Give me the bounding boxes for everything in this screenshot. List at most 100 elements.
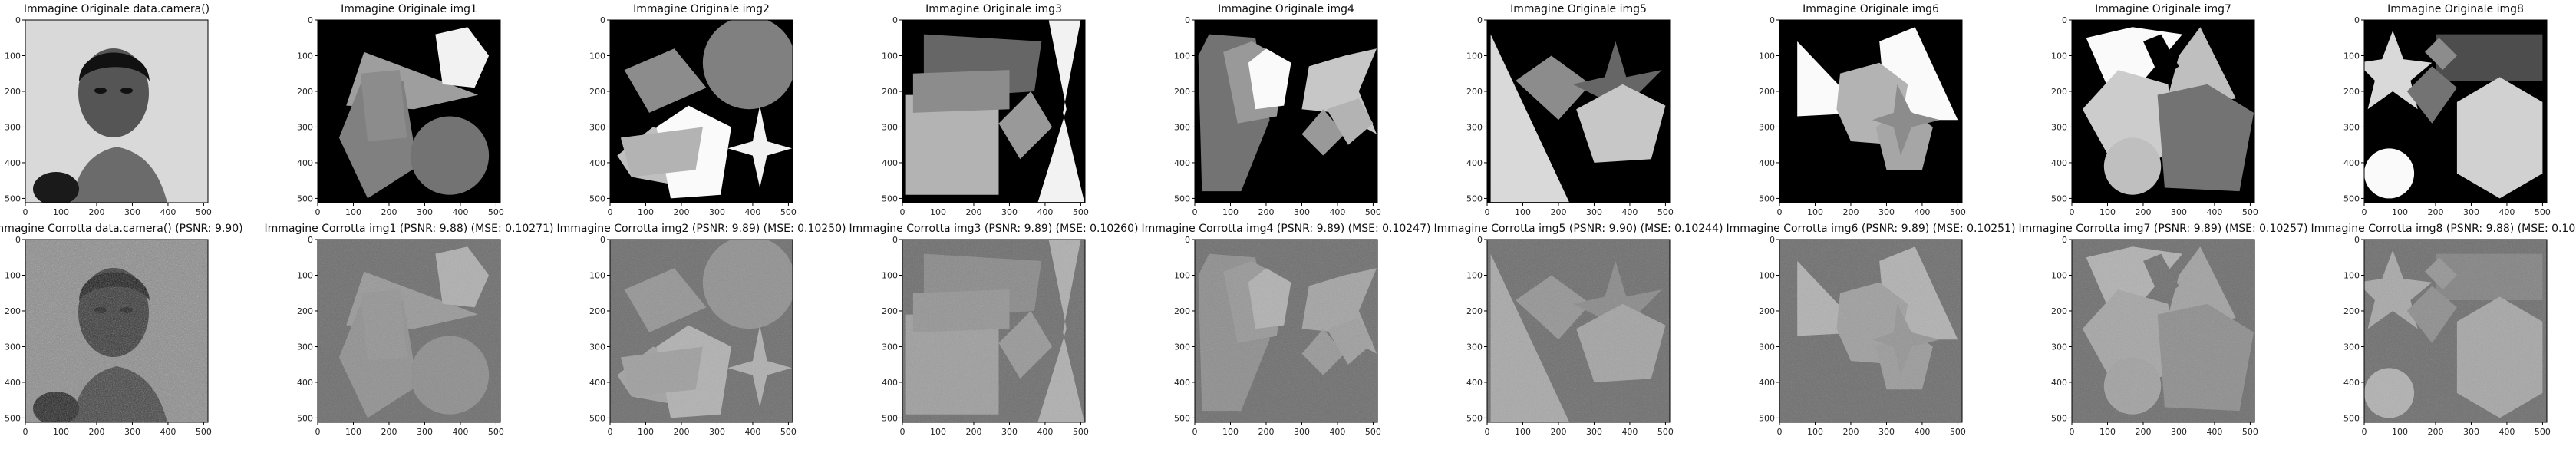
- image-axes: 0 0 100 100 200 200 300 300 400 400 500 500: [2343, 15, 2551, 217]
- x-tick-label: 200: [673, 427, 689, 437]
- photo-shoulders: [71, 147, 167, 203]
- shape-4: [2157, 84, 2254, 192]
- panel-title: Immagine Originale img5: [1510, 3, 1647, 15]
- x-tick-label: 400: [1914, 427, 1930, 437]
- x-tick-label: 300: [709, 427, 725, 437]
- shape-5: [2456, 77, 2543, 199]
- noise-overlay: [2072, 240, 2254, 422]
- axes-frame: [2363, 239, 2548, 423]
- y-tick-label: 300: [589, 342, 605, 352]
- panel-title: Immagine Corrotta img6 (PSNR: 9.89) (MSE…: [1726, 223, 2016, 235]
- y-tick-label: 200: [2051, 87, 2067, 97]
- y-tick-label: 100: [882, 51, 898, 61]
- panel-corrupted-img1: Immagine Corrotta img1 (PSNR: 9.88) (MSE…: [265, 223, 554, 445]
- y-tick-label: 200: [5, 306, 21, 316]
- y-tick-label: 400: [882, 158, 898, 168]
- y-tick-label: 200: [1174, 306, 1190, 316]
- y-tick-label: 400: [589, 378, 605, 388]
- x-tick-label: 100: [930, 207, 946, 217]
- y-tick-label: 100: [1759, 270, 1775, 280]
- axes: 0 0 100 100 200 200 300 300 400 400 500 500: [2343, 235, 2551, 437]
- x-tick-label: 400: [1621, 427, 1638, 437]
- y-tick-label: 100: [1466, 270, 1483, 280]
- shape-6: [2143, 34, 2179, 81]
- x-tick-label: 0: [1192, 427, 1198, 437]
- x-tick-label: 500: [780, 207, 797, 217]
- x-tick-label: 300: [1001, 207, 1018, 217]
- shape-2: [2436, 34, 2543, 81]
- panel-title: Immagine Corrotta img7 (PSNR: 9.89) (MSE…: [2018, 223, 2308, 235]
- x-tick-label: 400: [744, 427, 760, 437]
- shape-1: [2364, 30, 2433, 110]
- axes: 0 0 100 100 200 200 300 300 400 400 500 500: [1759, 15, 1966, 217]
- axes: 0 0 100 100 200 200 300 300 400 400 500 500: [589, 235, 797, 437]
- axes-frame: [1779, 239, 1963, 423]
- y-tick-label: 400: [589, 158, 605, 168]
- x-tick-label: 100: [1515, 207, 1531, 217]
- x-tick-label: 300: [1294, 427, 1310, 437]
- axes: 0 0 100 100 200 200 300 300 400 400 500 500: [2051, 235, 2258, 437]
- x-tick-label: 400: [2498, 427, 2515, 437]
- image-portrait-photo: [25, 20, 208, 203]
- x-tick-label: 100: [930, 427, 946, 437]
- axes-frame: [1194, 239, 1378, 423]
- y-tick-label: 400: [882, 378, 898, 388]
- y-tick-label: 0: [2062, 15, 2067, 25]
- x-tick-label: 0: [1485, 207, 1490, 217]
- image-axes: 0 0 100 100 200 200 300 300 400 400 500 500: [589, 15, 797, 217]
- shape-4: [2406, 66, 2457, 124]
- y-tick-label: 500: [1466, 413, 1483, 423]
- y-tick-label: 100: [297, 270, 313, 280]
- x-tick-label: 400: [744, 207, 760, 217]
- y-tick-label: 200: [1466, 87, 1483, 97]
- image-axes: 0 0 100 100 200 200 300 300 400 400 500 500: [5, 15, 212, 217]
- x-tick-label: 500: [2535, 207, 2551, 217]
- panel-title: Immagine Originale img4: [1218, 3, 1354, 15]
- x-tick-label: 0: [1192, 207, 1198, 217]
- y-tick-label: 300: [2051, 122, 2067, 132]
- noise-overlay: [1487, 240, 1670, 422]
- x-tick-label: 100: [345, 207, 361, 217]
- panel-corrupted-img8: Immagine Corrotta img8 (PSNR: 9.88) (MSE…: [2311, 223, 2576, 445]
- image-img6: [1779, 240, 1962, 422]
- shape-5: [2103, 137, 2162, 195]
- photo-face: [78, 48, 149, 137]
- y-tick-label: 400: [1759, 378, 1775, 388]
- axes: 0 0 100 100 200 200 300 300 400 400 500 500: [1466, 15, 1674, 217]
- photo-glove: [33, 172, 79, 203]
- x-tick-label: 400: [2206, 207, 2222, 217]
- shape-5: [1037, 20, 1085, 203]
- photo-eye-left: [94, 88, 107, 94]
- x-tick-label: 200: [381, 427, 397, 437]
- x-tick-label: 500: [780, 427, 797, 437]
- panel-original-img6: Immagine Originale img6 0 0 100 100 200 200 300…: [1752, 3, 1990, 226]
- image-axes: 0 0 100 100 200 200 300 300 400 400 500 500: [589, 235, 797, 437]
- x-tick-label: 0: [1777, 207, 1783, 217]
- image-axes: 0 0 100 100 200 200 300 300 400 400 500 500: [882, 15, 1089, 217]
- image-img4: [1195, 240, 1377, 422]
- x-tick-label: 200: [1258, 207, 1274, 217]
- y-tick-label: 400: [2343, 158, 2360, 168]
- y-tick-label: 400: [5, 158, 21, 168]
- x-tick-label: 400: [1914, 207, 1930, 217]
- y-tick-label: 500: [2051, 193, 2067, 203]
- panel-title: Immagine Corrotta data.camera() (PSNR: 9…: [0, 223, 243, 235]
- x-tick-label: 300: [2171, 207, 2187, 217]
- y-tick-label: 100: [5, 270, 21, 280]
- y-tick-label: 200: [882, 306, 898, 316]
- y-tick-label: 100: [2343, 270, 2360, 280]
- image-img8: [2364, 20, 2547, 203]
- x-tick-label: 400: [1621, 207, 1638, 217]
- x-tick-label: 0: [23, 207, 28, 217]
- axes-frame: [1486, 19, 1671, 203]
- image-img2: [610, 20, 793, 203]
- y-tick-label: 300: [589, 122, 605, 132]
- y-tick-label: 500: [2343, 193, 2360, 203]
- y-tick-label: 300: [2343, 342, 2360, 352]
- x-tick-label: 0: [1485, 427, 1490, 437]
- x-tick-label: 200: [1842, 207, 1859, 217]
- y-tick-label: 200: [297, 306, 313, 316]
- image-img7: [2072, 240, 2254, 422]
- panel-title: Immagine Corrotta img3 (PSNR: 9.89) (MSE…: [849, 223, 1139, 235]
- panel-original-img4: Immagine Originale img4 0 0 100 100 200 200 300…: [1167, 3, 1405, 226]
